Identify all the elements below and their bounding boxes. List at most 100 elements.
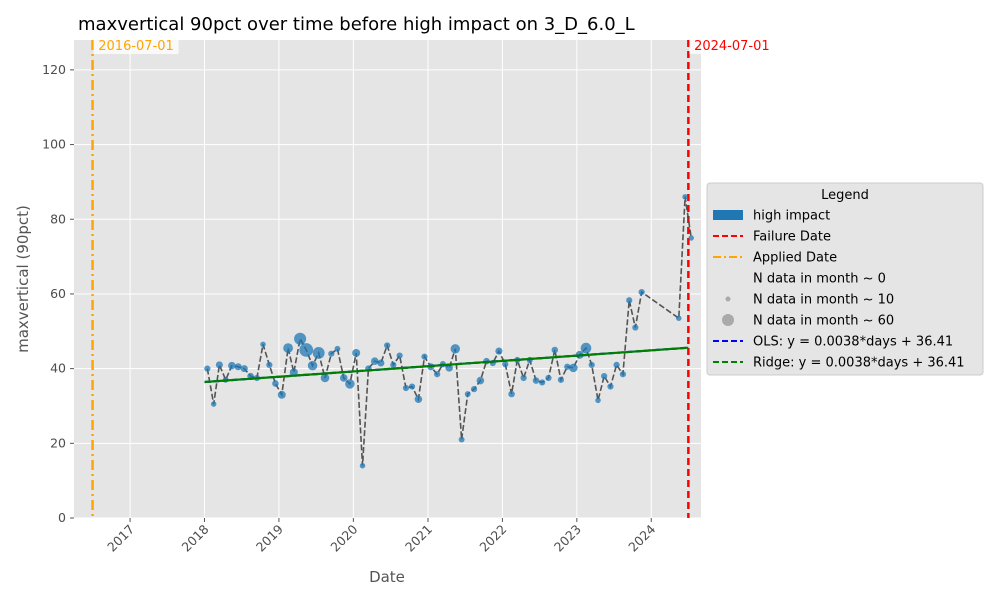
data-point [557, 376, 565, 383]
data-point [682, 194, 688, 200]
data-point [260, 341, 266, 348]
data-point [272, 380, 279, 387]
data-point [495, 347, 503, 355]
data-point [445, 364, 453, 372]
legend-entry-label: N data in month ~ 0 [753, 272, 886, 287]
x-tick-label: 2023 [551, 522, 584, 555]
data-point [470, 386, 478, 393]
data-point [502, 361, 509, 368]
legend-title: Legend [821, 188, 869, 203]
data-point [569, 363, 578, 373]
vline-label-background [689, 36, 775, 54]
data-point [564, 363, 571, 370]
x-tick-label: 2018 [179, 521, 212, 554]
legend-entry-label: OLS: y = 0.0038*days + 36.41 [753, 335, 953, 350]
data-point [359, 462, 366, 469]
chart-title: maxvertical 90pct over time before high … [78, 14, 635, 35]
legend-entry-label: N data in month ~ 60 [753, 314, 894, 329]
data-point [294, 332, 307, 345]
series [204, 194, 694, 469]
vertical-lines: 2024-07-01 2016-07-01 [91, 36, 775, 518]
data-point [595, 397, 601, 404]
y-ticks: 0 20 40 60 80 100 120 [42, 62, 74, 525]
data-point [688, 235, 694, 241]
legend-dot-swatch [725, 296, 731, 302]
data-point [508, 390, 515, 398]
y-tick-label: 60 [50, 286, 66, 301]
legend-entry-label: Applied Date [753, 251, 837, 266]
data-point [476, 376, 485, 385]
data-point [339, 374, 348, 382]
vline-label-background [93, 36, 179, 54]
y-tick-label: 120 [42, 62, 66, 77]
y-tick-label: 0 [58, 510, 66, 525]
data-point [551, 346, 559, 354]
data-point [588, 361, 595, 369]
data-point [384, 342, 391, 349]
data-point [390, 361, 397, 369]
data-point [638, 288, 645, 296]
legend-box [706, 182, 984, 376]
data-point [370, 357, 379, 365]
data-point [408, 383, 416, 390]
data-point [228, 361, 236, 370]
data-point [352, 348, 361, 357]
x-tick-label: 2020 [327, 521, 360, 554]
data-point [204, 365, 211, 372]
ridge-fit-line [204, 346, 689, 384]
data-point [266, 361, 273, 369]
data-point [345, 379, 355, 389]
data-point [539, 379, 546, 386]
data-point [580, 342, 592, 354]
data-point [676, 315, 682, 321]
data-point [613, 361, 620, 369]
data-point [234, 363, 242, 371]
data-point [210, 401, 217, 407]
data-point [626, 297, 633, 304]
data-point [320, 373, 330, 383]
data-point [607, 383, 614, 390]
vline-date-label: 2016-07-01 [98, 39, 174, 54]
x-ticks: 2017 2018 2019 2020 2021 2022 2023 2024 [104, 518, 658, 555]
data-point [402, 384, 410, 392]
data-point [520, 374, 527, 382]
data-point [632, 324, 639, 331]
data-point [283, 343, 293, 353]
data-point [601, 372, 608, 380]
legend-high-impact-swatch [713, 210, 743, 220]
data-point [240, 365, 248, 373]
y-axis-label: maxvertical (90pct) [14, 205, 32, 353]
legend-entry-label: N data in month ~ 10 [753, 293, 894, 308]
legend-entry-label: high impact [753, 209, 830, 224]
y-tick-label: 100 [42, 137, 66, 152]
x-tick-label: 2024 [625, 521, 658, 554]
legend-entry-label: Failure Date [753, 230, 831, 245]
x-axis-label: Date [369, 568, 405, 586]
data-point [307, 360, 318, 371]
data-point [464, 391, 471, 397]
legend-dot-swatch [722, 314, 734, 326]
data-point [421, 353, 428, 360]
data-point [299, 343, 314, 357]
x-tick-label: 2019 [253, 521, 286, 554]
data-point [414, 395, 423, 404]
data-point [377, 359, 385, 367]
data-point [532, 377, 540, 384]
x-tick-label: 2021 [402, 522, 435, 555]
data-point [450, 344, 461, 354]
y-tick-label: 20 [50, 435, 66, 450]
fit-lines [204, 346, 689, 384]
data-point [312, 347, 325, 359]
grid [74, 40, 701, 519]
data-point [396, 352, 403, 359]
data-point [215, 361, 223, 369]
legend-entry-label: Ridge: y = 0.0038*days + 36.41 [753, 356, 965, 371]
data-point [289, 368, 298, 377]
x-tick-label: 2017 [104, 522, 137, 555]
y-tick-label: 80 [50, 211, 66, 226]
y-tick-label: 40 [50, 361, 66, 376]
data-point [619, 371, 627, 378]
data-point [334, 345, 341, 352]
vline-date-label: 2024-07-01 [694, 39, 770, 54]
